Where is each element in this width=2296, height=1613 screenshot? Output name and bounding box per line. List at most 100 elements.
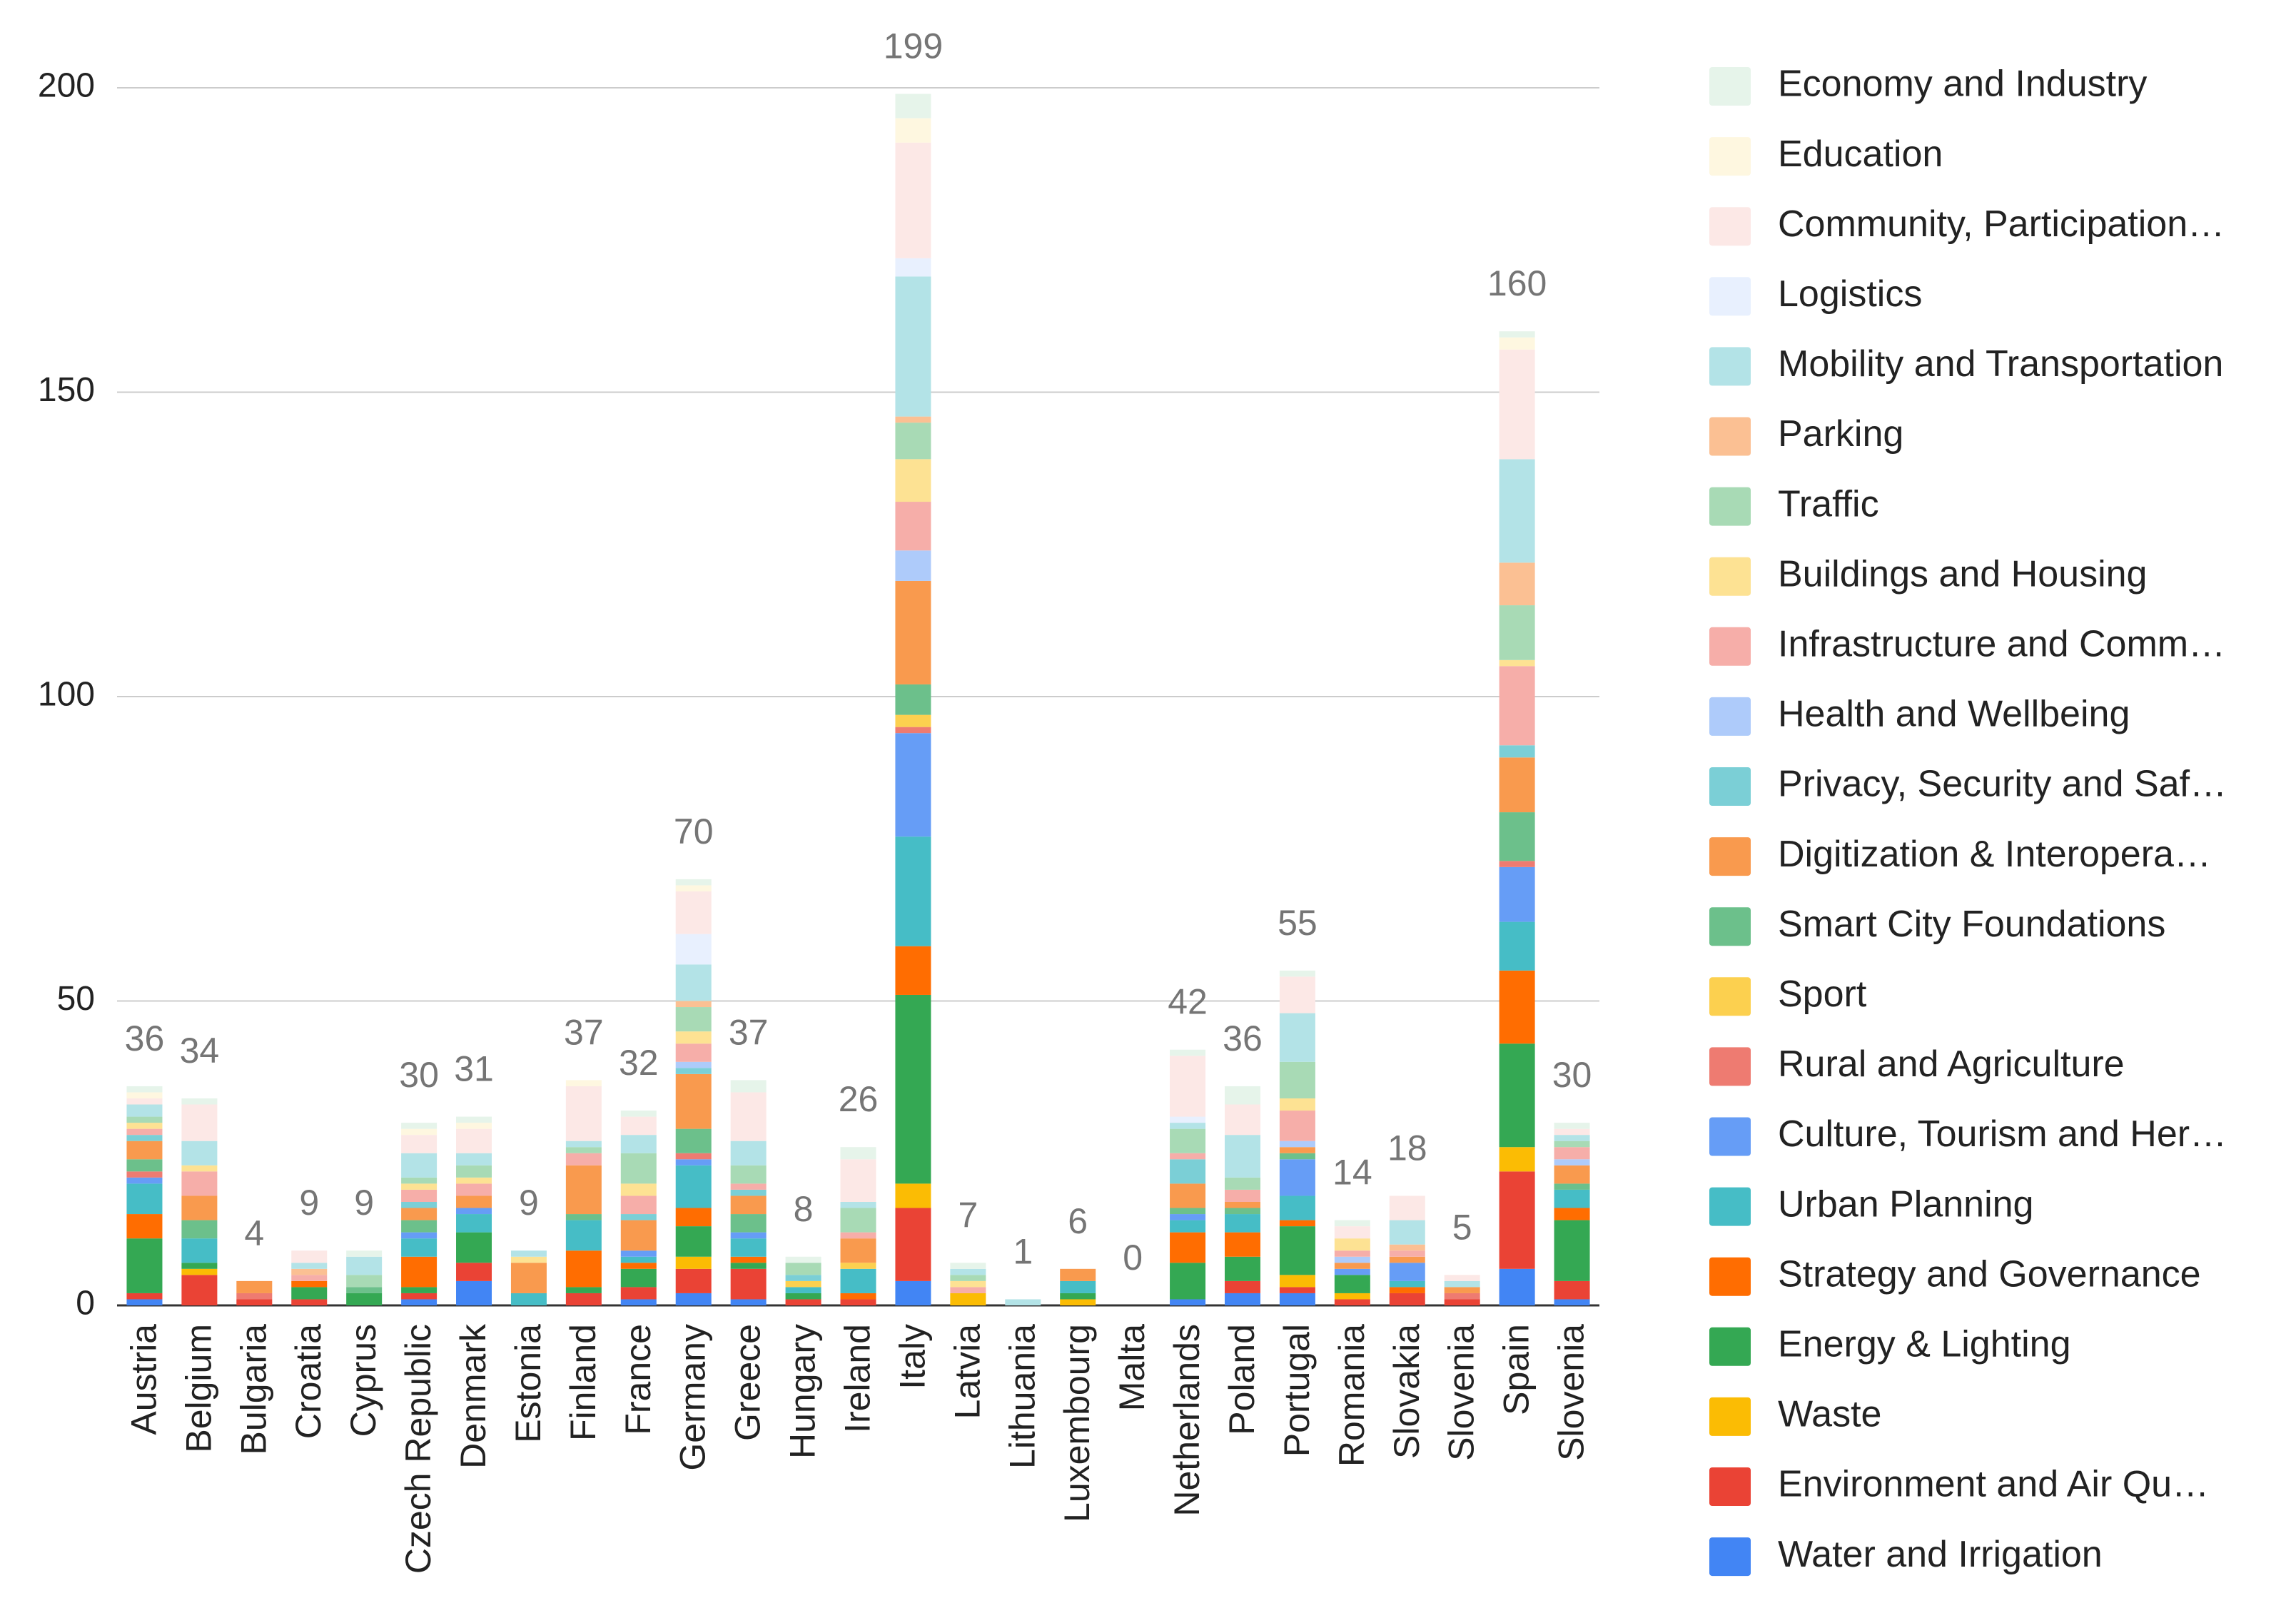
bar-segment: [181, 1238, 218, 1263]
bar-segment: [675, 1128, 712, 1153]
bar-segment: [401, 1238, 438, 1257]
bar-segment: [126, 1141, 163, 1160]
bar-segment: [126, 1116, 163, 1123]
bar-segment: [181, 1104, 218, 1141]
bar-segment: [456, 1280, 492, 1305]
bar-segment: [675, 885, 712, 891]
bar-segment: [840, 1299, 876, 1305]
x-tick-label: Slovakia: [1387, 1324, 1427, 1459]
bar-segment: [895, 1208, 931, 1281]
x-tick-label: Portugal: [1277, 1324, 1317, 1457]
total-label: 32: [619, 1043, 659, 1083]
bar-segment: [730, 1214, 767, 1233]
legend-label: Health and Wellbeing: [1778, 694, 2130, 735]
legend-swatch: [1709, 627, 1751, 666]
legend-swatch: [1709, 487, 1751, 526]
x-tick-label: France: [618, 1324, 658, 1435]
bar-segment: [126, 1104, 163, 1117]
bar-segment: [1005, 1299, 1041, 1305]
bar-segment: [565, 1287, 602, 1293]
bar-segment: [730, 1195, 767, 1215]
bar-segment: [1170, 1116, 1206, 1123]
total-label: 4: [244, 1213, 264, 1253]
legend-label: Logistics: [1778, 273, 1922, 315]
legend-label: Environment and Air Qu…: [1778, 1464, 2209, 1505]
legend-label: Infrastructure and Comm…: [1778, 624, 2225, 665]
legend-swatch: [1709, 137, 1751, 176]
bar-segment: [291, 1250, 328, 1263]
bar-segment: [950, 1287, 986, 1293]
legend-label: Culture, Tourism and Her…: [1778, 1113, 2227, 1155]
bar-segment: [895, 118, 931, 143]
legend-swatch: [1709, 1327, 1751, 1366]
bar-segment: [895, 258, 931, 277]
total-label: 55: [1278, 903, 1318, 943]
bar-segment: [181, 1263, 218, 1269]
bar-segment: [456, 1263, 492, 1281]
bar-segment: [1279, 1013, 1315, 1062]
legend-swatch: [1709, 697, 1751, 736]
bar-segment: [1554, 1128, 1590, 1136]
x-tick-label: Belgium: [178, 1324, 218, 1453]
x-tick-label: Ireland: [838, 1324, 878, 1433]
bar-segment: [1170, 1159, 1206, 1184]
bar-segment: [1389, 1244, 1425, 1251]
bar-segment: [565, 1220, 602, 1251]
y-tick-label: 150: [38, 371, 95, 409]
bar-segment: [730, 1263, 767, 1269]
bar-segment: [565, 1250, 602, 1288]
bar-segment: [620, 1263, 657, 1269]
bar-segment: [895, 93, 931, 118]
bar-segment: [291, 1299, 328, 1305]
legend-label: Energy & Lighting: [1778, 1324, 2071, 1365]
bar-segment: [785, 1275, 821, 1281]
bar-segment: [730, 1092, 767, 1141]
bar-segment: [126, 1092, 163, 1098]
bar-segment: [126, 1238, 163, 1293]
bar-segment: [291, 1268, 328, 1275]
bar-segment: [840, 1293, 876, 1300]
bar-segment: [1499, 666, 1535, 746]
bar-segment: [950, 1275, 986, 1281]
legend-label: Smart City Foundations: [1778, 904, 2165, 945]
bar-segment: [620, 1183, 657, 1196]
bar-segment: [565, 1165, 602, 1215]
x-tick-label: Latvia: [947, 1324, 987, 1420]
bar-segment: [620, 1111, 657, 1117]
bar-segment: [181, 1165, 218, 1172]
bar-segment: [1170, 1123, 1206, 1129]
legend-swatch: [1709, 1467, 1751, 1506]
total-label: 1: [1013, 1231, 1033, 1271]
bar-segment: [785, 1256, 821, 1263]
bar-segment: [1224, 1214, 1260, 1233]
x-tick-label: Romania: [1332, 1324, 1372, 1467]
bar-segment: [1279, 1147, 1315, 1153]
bar-segment: [291, 1287, 328, 1300]
bar-segment: [1279, 1098, 1315, 1111]
bar-segment: [346, 1287, 383, 1293]
bar-segment: [895, 459, 931, 502]
bar-segment: [895, 502, 931, 551]
legend-label: Buildings and Housing: [1778, 553, 2147, 595]
legend-swatch: [1709, 1187, 1751, 1226]
bar-segment: [401, 1299, 438, 1305]
bar-segment: [401, 1177, 438, 1184]
bar-segment: [401, 1208, 438, 1220]
legend-swatch: [1709, 277, 1751, 316]
bar-segment: [620, 1256, 657, 1263]
bar-segment: [840, 1159, 876, 1202]
legend-label: Economy and Industry: [1778, 64, 2147, 105]
total-label: 8: [794, 1189, 814, 1229]
bar-segment: [456, 1177, 492, 1184]
bar-segment: [840, 1263, 876, 1269]
y-tick-label: 50: [57, 980, 95, 1018]
total-label: 37: [564, 1012, 604, 1052]
legend-swatch: [1709, 907, 1751, 946]
bar-segment: [1389, 1263, 1425, 1281]
bar-segment: [126, 1293, 163, 1300]
bar-segment: [620, 1214, 657, 1220]
legend-label: Traffic: [1778, 483, 1879, 525]
bar-segment: [1499, 1147, 1535, 1172]
bar-segment: [456, 1214, 492, 1233]
